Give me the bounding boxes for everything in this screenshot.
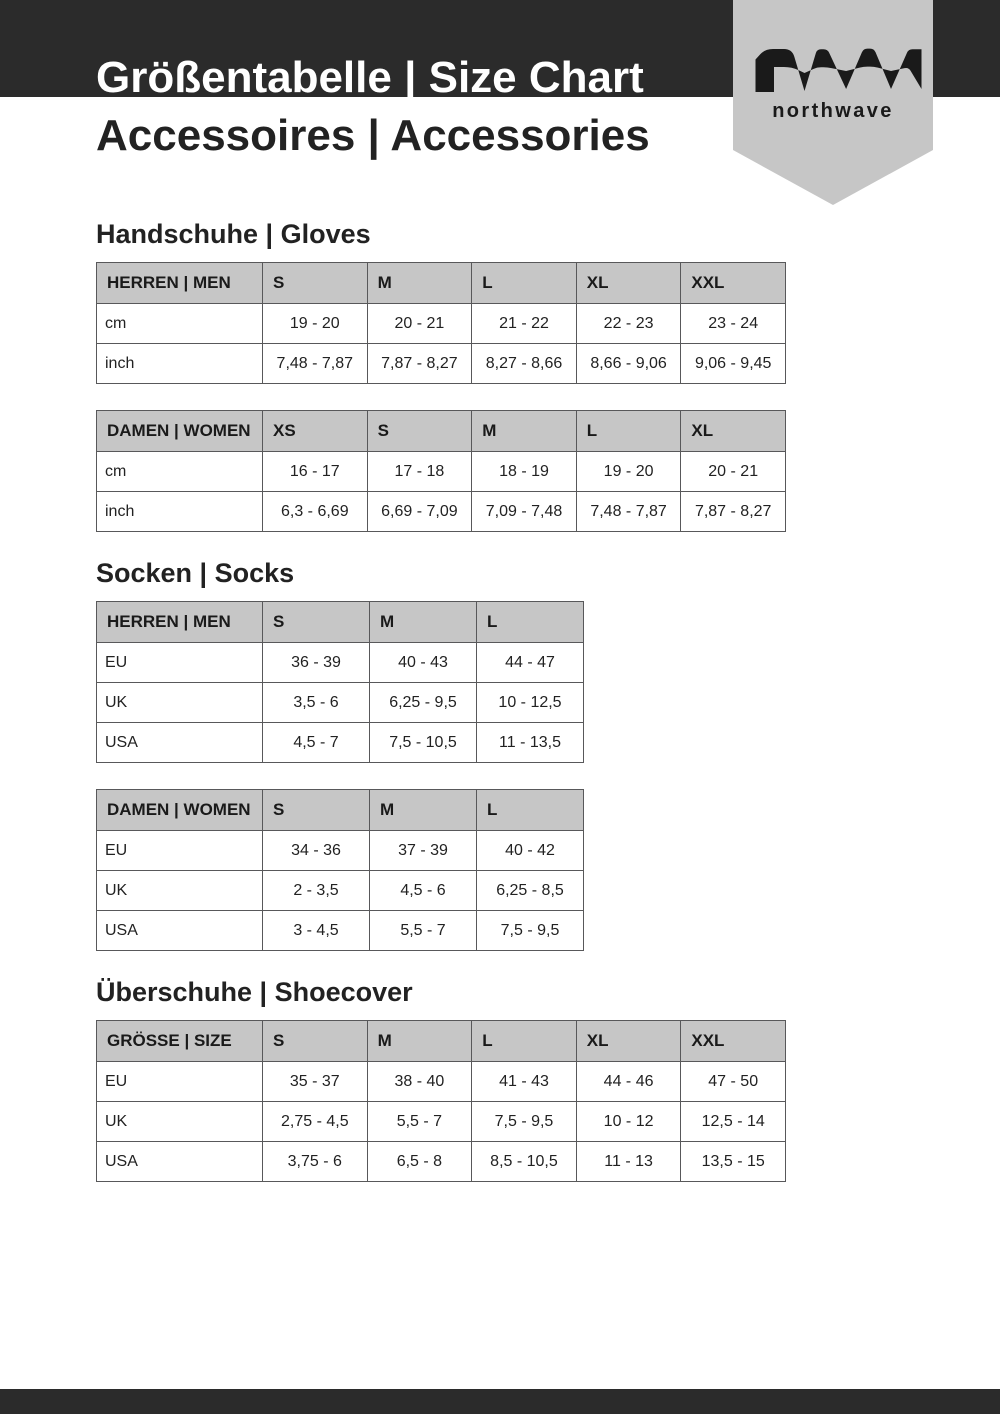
svg-text:northwave: northwave (772, 100, 894, 122)
